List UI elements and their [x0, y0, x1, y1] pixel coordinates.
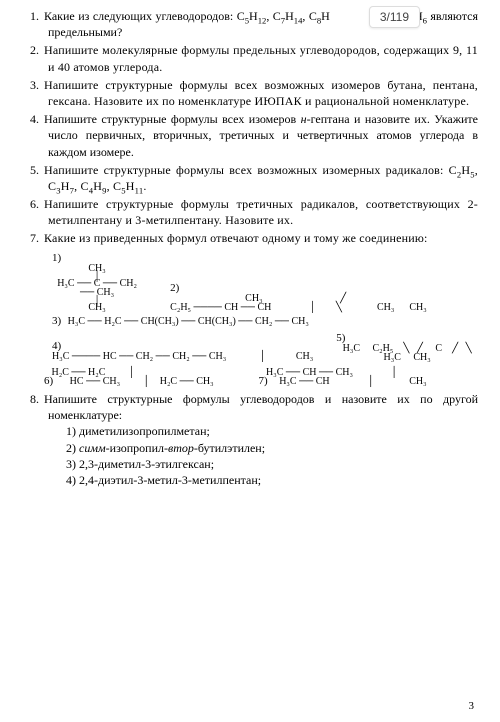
- question-6: 6.Напишите структурные формулы третичных…: [30, 196, 478, 228]
- q-num: 6.: [30, 196, 44, 212]
- q-text: Напишите структурные формулы углеводород…: [44, 392, 478, 422]
- q8-item: 1) диметилизопропилметан;: [66, 423, 478, 439]
- q-num: 1.: [30, 8, 44, 24]
- s-label: 3): [52, 315, 61, 327]
- q8-item: 2) симм-изопропил-втор-бутилэтилен;: [66, 440, 478, 456]
- s-frag: CH₃ CH₃: [344, 302, 426, 313]
- question-5: 5.Напишите структурные формулы всех возм…: [30, 162, 478, 194]
- s-frag: CH₃: [377, 376, 427, 387]
- s-frag: │ ╲: [274, 302, 342, 313]
- question-list-2: 8.Напишите структурные формулы углеводор…: [30, 391, 478, 488]
- s-frag: C₂H₅ ──── CH ── CH: [170, 302, 271, 313]
- q8-item: 4) 2,4-диэтил-3-метил-3-метилпентан;: [66, 472, 478, 488]
- struct-row-1: 1) CH₃ │ H₃C ── C ── CH₂ ── CH₃ │ CH₃ 2)…: [52, 253, 478, 313]
- q-num: 7.: [30, 230, 44, 246]
- s-frag: H₂C ── CH₃: [152, 376, 213, 387]
- question-7: 7.Какие из приведенных формул отвечают о…: [30, 230, 478, 246]
- q-text: Напишите структурные формулы всех изомер…: [44, 112, 478, 158]
- q8-item: 3) 2,3-диметил-3-этилгексан;: [66, 456, 478, 472]
- s-frag: │: [332, 376, 374, 387]
- q-text: Напишите структурные формулы третичных р…: [44, 197, 478, 227]
- structure-5: 5) H₃C C₂H₅ ╲ ╱ C ╱ ╲ H₃C CH₃: [336, 333, 478, 362]
- structure-3: 3) H₃C ── H₂C ── CH(CH₃) ── CH(CH₃) ── C…: [52, 316, 309, 327]
- question-2: 2.Напишите молекулярные формулы предельн…: [30, 42, 478, 74]
- s-frag: CH₃: [88, 302, 105, 313]
- structures-block: 1) CH₃ │ H₃C ── C ── CH₂ ── CH₃ │ CH₃ 2)…: [30, 253, 478, 387]
- s-frag: │: [123, 376, 150, 387]
- struct-row-2: 3) H₃C ── H₂C ── CH(CH₃) ── CH(CH₃) ── C…: [52, 316, 478, 327]
- q-text: Напишите структурные формулы всех возмож…: [44, 78, 478, 108]
- structure-7: H₃C ── CH ── CH₃ │ 7) H₃C ── CH │ CH₃: [259, 368, 478, 387]
- q-num: 5.: [30, 162, 44, 178]
- question-3: 3.Напишите структурные формулы всех возм…: [30, 77, 478, 109]
- question-8: 8.Напишите структурные формулы углеводор…: [30, 391, 478, 488]
- page-number: 3: [469, 699, 475, 714]
- q8-items: 1) диметилизопропилметан; 2) симм-изопро…: [48, 423, 478, 488]
- question-list: 1.Какие из следующих углеводородов: C5H1…: [30, 8, 478, 247]
- s-frag: H₃C ── H₂C ── CH(CH₃) ── CH(CH₃) ── CH₂ …: [68, 316, 309, 327]
- s-frag: H₃C ──── HC ── CH₂ ── CH₂ ── CH₃: [52, 351, 226, 362]
- structure-4: 4) H₃C ──── HC ── CH₂ ── CH₂ ── CH₃ │ CH…: [52, 341, 308, 362]
- structure-2: 2) CH₃ ╱ C₂H₅ ──── CH ── CH │ ╲ CH₃ CH₃: [170, 283, 478, 312]
- s-frag: 6) HC ── CH₃: [44, 376, 120, 387]
- s-label: 6): [44, 375, 53, 387]
- s-frag: H₃C CH₃: [383, 352, 430, 363]
- s-frag: CH₃: [268, 351, 313, 362]
- q-num: 4.: [30, 111, 44, 127]
- q-text: Напишите структурные формулы всех возмож…: [44, 163, 478, 193]
- q-num: 3.: [30, 77, 44, 93]
- structure-1: 1) CH₃ │ H₃C ── C ── CH₂ ── CH₃ │ CH₃: [52, 253, 142, 313]
- q-num: 2.: [30, 42, 44, 58]
- struct-row-4: H₂C ── H₂C │ 6) HC ── CH₃ │ H₂C ── CH₃ H…: [52, 368, 478, 387]
- structure-6: H₂C ── H₂C │ 6) HC ── CH₃ │ H₂C ── CH₃: [44, 368, 231, 387]
- s-frag: │: [229, 351, 266, 362]
- page-indicator: 3/119: [369, 6, 420, 28]
- q-text: Напишите молекулярные формулы предельных…: [44, 43, 478, 73]
- q-num: 8.: [30, 391, 44, 407]
- struct-row-3: 4) H₃C ──── HC ── CH₂ ── CH₂ ── CH₃ │ CH…: [52, 333, 478, 362]
- question-4: 4.Напишите структурные формулы всех изом…: [30, 111, 478, 160]
- s-label: 1): [52, 252, 61, 264]
- s-frag: 7) H₃C ── CH: [259, 376, 330, 387]
- s-label: 7): [259, 375, 268, 387]
- q-text: Какие из приведенных формул отвечают одн…: [44, 231, 428, 245]
- s-frag: ╱ ╲: [445, 343, 472, 354]
